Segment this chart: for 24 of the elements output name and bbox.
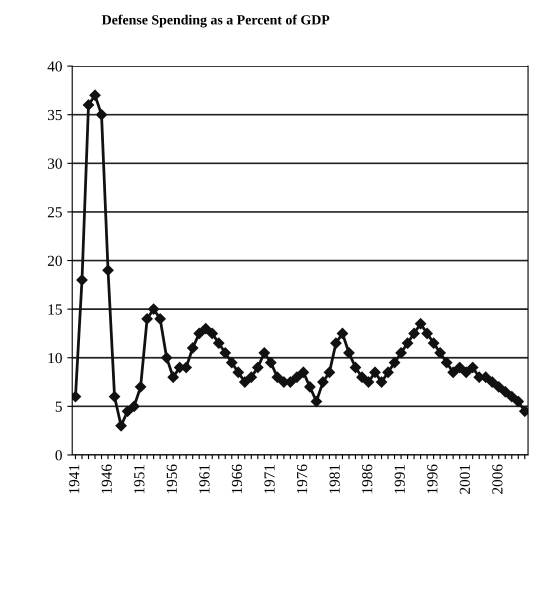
- x-tick-label: 1941: [69, 464, 80, 494]
- y-tick-label: 5: [56, 402, 62, 412]
- x-tick-label: 1946: [102, 464, 112, 494]
- x-tick-label: 1981: [329, 464, 340, 494]
- y-tick-label: 40: [48, 61, 62, 72]
- y-tick-label: 30: [48, 158, 62, 169]
- x-tick-label: 2001: [460, 464, 470, 494]
- x-tick-label: 1971: [264, 464, 275, 494]
- chart-title: Defense Spending as a Percent of GDP: [102, 14, 330, 28]
- x-tick-label: 1991: [394, 464, 405, 494]
- y-tick-label: 25: [48, 207, 62, 218]
- x-tick-label: 1966: [232, 464, 242, 494]
- x-tick-label: 1996: [427, 464, 438, 494]
- x-tick-label: 1961: [199, 464, 210, 494]
- y-tick-label: 0: [55, 450, 62, 460]
- y-tick-label: 35: [48, 110, 62, 120]
- x-tick-label: 1956: [166, 464, 177, 494]
- x-tick-label: 1951: [134, 464, 144, 494]
- x-tick-label: 1976: [296, 464, 308, 494]
- y-tick-label: 10: [48, 352, 62, 364]
- x-tick-label: 1986: [362, 464, 372, 494]
- y-tick-label: 20: [48, 256, 62, 266]
- y-tick-label: 15: [48, 304, 62, 315]
- x-tick-label: 2006: [492, 464, 503, 494]
